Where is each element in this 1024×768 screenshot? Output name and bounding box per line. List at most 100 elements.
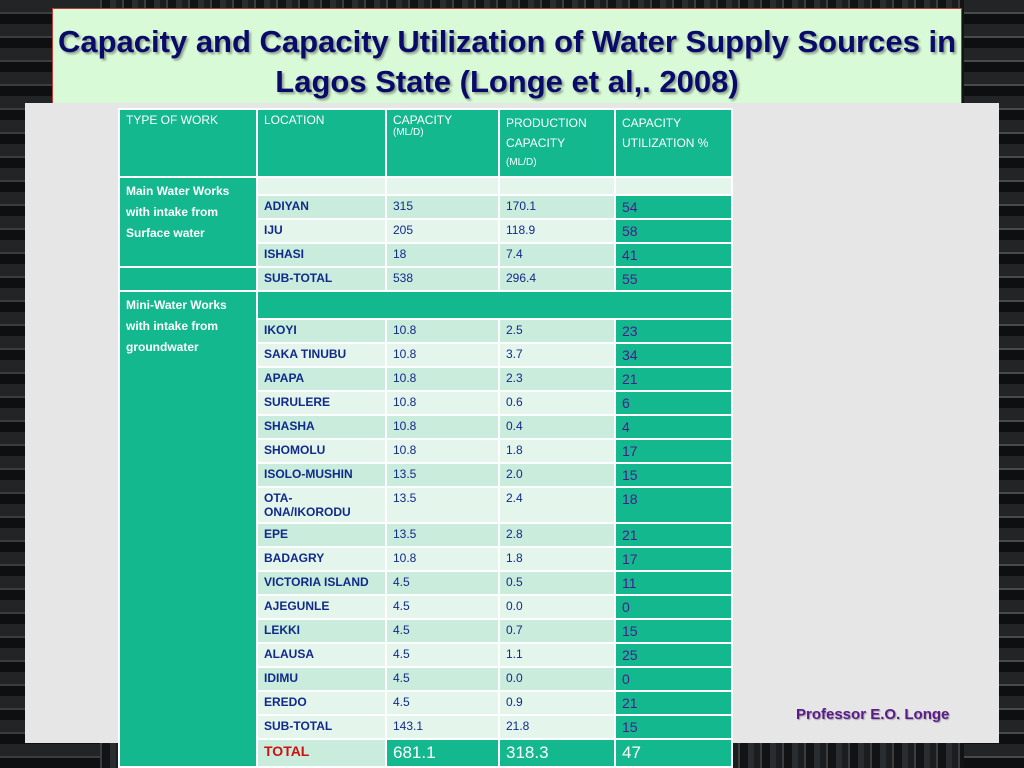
production-cell: 0.6 bbox=[498, 390, 616, 416]
production-cell: 2.5 bbox=[498, 318, 616, 344]
table-row: IJU 205 118.9 58 bbox=[119, 218, 733, 244]
table-row: VICTORIA ISLAND 4.5 0.5 11 bbox=[119, 570, 733, 596]
production-cell: 0.0 bbox=[498, 594, 616, 620]
subtotal-row: SUB-TOTAL 538 296.4 55 bbox=[118, 266, 733, 292]
type-of-work-cell: Main Water Works with intake from Surfac… bbox=[118, 176, 258, 268]
slide-title: Capacity and Capacity Utilization of Wat… bbox=[57, 24, 957, 99]
production-cell: 1.8 bbox=[498, 546, 616, 572]
type-of-work-cell: Mini-Water Works with intake from ground… bbox=[118, 290, 258, 768]
header-utilization: CAPACITY UTILIZATION % bbox=[614, 108, 733, 178]
production-cell: 1.8 bbox=[498, 438, 616, 464]
utilization-cell: 4 bbox=[614, 414, 733, 440]
table-row: Mini-Water Works with intake from ground… bbox=[118, 290, 733, 768]
location-cell: AJEGUNLE bbox=[256, 594, 387, 620]
table-row: ISHASI 18 7.4 41 bbox=[119, 242, 733, 268]
capacity-cell: 13.5 bbox=[385, 486, 500, 524]
utilization-cell: 41 bbox=[614, 242, 733, 268]
utilization-cell: 15 bbox=[614, 714, 733, 740]
header-production-unit: (ML/D) bbox=[506, 157, 537, 168]
capacity-cell: 681.1 bbox=[385, 738, 500, 768]
location-cell: ADIYAN bbox=[256, 194, 387, 220]
production-cell: 0.9 bbox=[498, 690, 616, 716]
utilization-cell: 21 bbox=[614, 690, 733, 716]
production-cell: 296.4 bbox=[498, 266, 616, 292]
capacity-cell: 4.5 bbox=[385, 618, 500, 644]
group-band bbox=[256, 290, 733, 320]
production-cell: 1.1 bbox=[498, 642, 616, 668]
table-row: EPE 13.5 2.8 21 bbox=[119, 522, 733, 548]
production-cell: 21.8 bbox=[498, 714, 616, 740]
header-capacity-label: CAPACITY bbox=[393, 113, 453, 127]
table-row: APAPA 10.8 2.3 21 bbox=[119, 366, 733, 392]
total-row: TOTAL 681.1 318.3 47 bbox=[119, 738, 733, 768]
table-row: ALAUSA 4.5 1.1 25 bbox=[119, 642, 733, 668]
production-cell: 0.4 bbox=[498, 414, 616, 440]
location-cell: SHASHA bbox=[256, 414, 387, 440]
utilization-cell: 0 bbox=[614, 594, 733, 620]
table-row: SURULERE 10.8 0.6 6 bbox=[119, 390, 733, 416]
empty-cell bbox=[256, 176, 387, 196]
utilization-cell: 25 bbox=[614, 642, 733, 668]
header-production-label: PRODUCTION CAPACITY bbox=[506, 116, 587, 150]
table-row: SHOMOLU 10.8 1.8 17 bbox=[119, 438, 733, 464]
table-row: ADIYAN 315 170.1 54 bbox=[119, 194, 733, 220]
location-cell: OTA-ONA/IKORODU bbox=[256, 486, 387, 524]
utilization-cell: 58 bbox=[614, 218, 733, 244]
production-cell: 0.7 bbox=[498, 618, 616, 644]
utilization-cell: 23 bbox=[614, 318, 733, 344]
location-cell: SUB-TOTAL bbox=[256, 266, 387, 292]
empty-cell bbox=[118, 266, 258, 292]
capacity-cell: 4.5 bbox=[385, 594, 500, 620]
location-cell: BADAGRY bbox=[256, 546, 387, 572]
utilization-cell: 17 bbox=[614, 546, 733, 572]
capacity-cell: 4.5 bbox=[385, 666, 500, 692]
utilization-cell: 21 bbox=[614, 366, 733, 392]
location-cell: ISOLO-MUSHIN bbox=[256, 462, 387, 488]
production-cell: 3.7 bbox=[498, 342, 616, 368]
production-cell: 170.1 bbox=[498, 194, 616, 220]
capacity-cell: 13.5 bbox=[385, 462, 500, 488]
capacity-cell: 10.8 bbox=[385, 366, 500, 392]
location-cell: VICTORIA ISLAND bbox=[256, 570, 387, 596]
production-cell: 0.5 bbox=[498, 570, 616, 596]
empty-cell bbox=[614, 176, 733, 196]
total-label-cell: TOTAL bbox=[256, 738, 387, 768]
capacity-cell: 10.8 bbox=[385, 438, 500, 464]
utilization-cell: 15 bbox=[614, 618, 733, 644]
utilization-cell: 47 bbox=[614, 738, 733, 768]
header-capacity-unit: (ML/D) bbox=[393, 127, 424, 138]
table-row: IDIMU 4.5 0.0 0 bbox=[119, 666, 733, 692]
table-row: OTA-ONA/IKORODU 13.5 2.4 18 bbox=[119, 486, 733, 524]
table-row: IKOYI 10.8 2.5 23 bbox=[119, 318, 733, 344]
table-row: SHASHA 10.8 0.4 4 bbox=[119, 414, 733, 440]
table-row: SAKA TINUBU 10.8 3.7 34 bbox=[119, 342, 733, 368]
production-cell: 2.0 bbox=[498, 462, 616, 488]
production-cell: 0.0 bbox=[498, 666, 616, 692]
production-cell: 2.8 bbox=[498, 522, 616, 548]
capacity-cell: 18 bbox=[385, 242, 500, 268]
table-row: AJEGUNLE 4.5 0.0 0 bbox=[119, 594, 733, 620]
utilization-cell: 34 bbox=[614, 342, 733, 368]
capacity-cell: 10.8 bbox=[385, 546, 500, 572]
capacity-cell: 10.8 bbox=[385, 342, 500, 368]
capacity-table: TYPE OF WORK LOCATION CAPACITY (ML/D) PR… bbox=[118, 108, 733, 768]
header-capacity: CAPACITY (ML/D) bbox=[385, 108, 500, 178]
utilization-cell: 0 bbox=[614, 666, 733, 692]
capacity-cell: 4.5 bbox=[385, 570, 500, 596]
header-production: PRODUCTION CAPACITY (ML/D) bbox=[498, 108, 616, 178]
utilization-cell: 17 bbox=[614, 438, 733, 464]
table-row: Main Water Works with intake from Surfac… bbox=[118, 176, 733, 268]
location-cell: SUB-TOTAL bbox=[256, 714, 387, 740]
production-cell: 2.4 bbox=[498, 486, 616, 524]
utilization-cell: 6 bbox=[614, 390, 733, 416]
production-cell: 2.3 bbox=[498, 366, 616, 392]
location-cell: SHOMOLU bbox=[256, 438, 387, 464]
capacity-cell: 10.8 bbox=[385, 414, 500, 440]
location-cell: IDIMU bbox=[256, 666, 387, 692]
production-cell: 318.3 bbox=[498, 738, 616, 768]
capacity-cell: 538 bbox=[385, 266, 500, 292]
capacity-cell: 205 bbox=[385, 218, 500, 244]
utilization-cell: 15 bbox=[614, 462, 733, 488]
capacity-cell: 10.8 bbox=[385, 318, 500, 344]
header-type-of-work: TYPE OF WORK bbox=[118, 108, 258, 178]
